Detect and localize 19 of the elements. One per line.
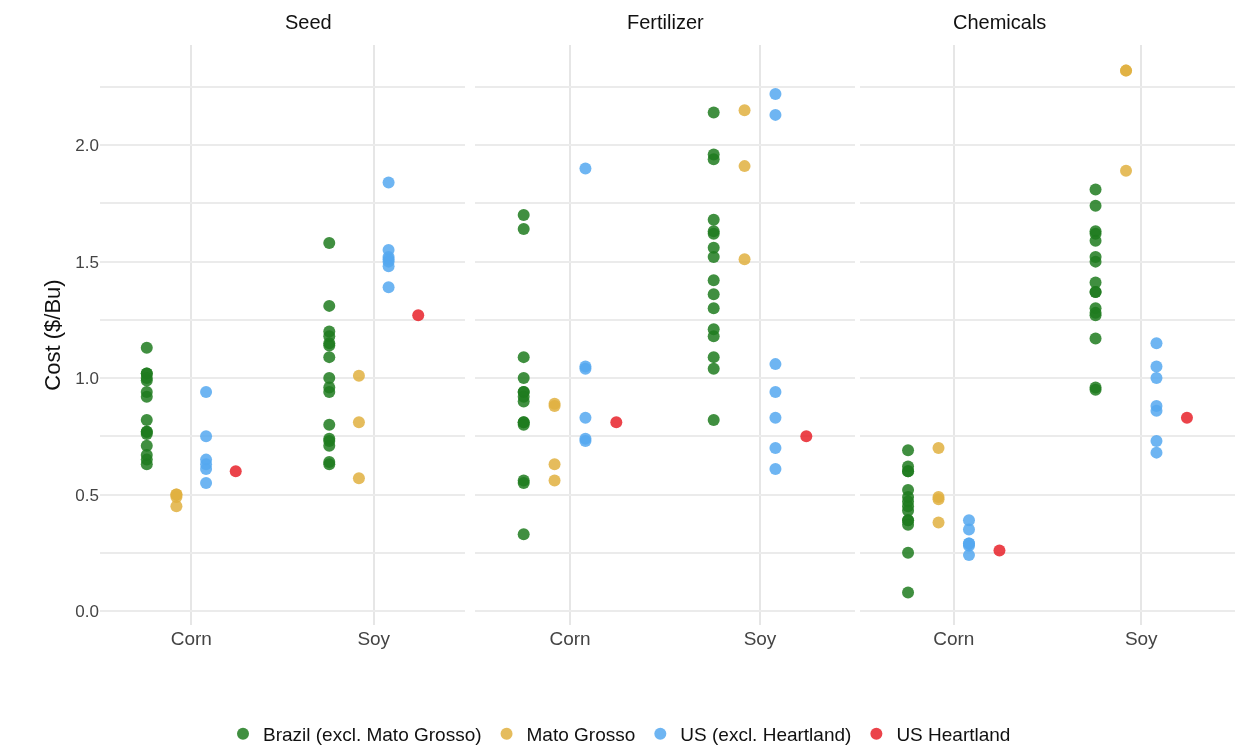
legend-label: US Heartland	[896, 724, 1011, 746]
x-tick-label: Soy	[357, 628, 391, 649]
legend-label: Mato Grosso	[526, 724, 636, 746]
y-tick-label: 2.0	[75, 136, 99, 156]
y-tick-label: 1.5	[75, 252, 99, 272]
chart-title: Fertilizer	[627, 11, 705, 33]
x-tick-label: Soy	[743, 628, 777, 649]
y-tick-label: 0.0	[75, 601, 99, 621]
x-tick-label: Corn	[933, 628, 975, 649]
legend-label: US (excl. Heartland)	[680, 724, 852, 746]
x-tick-label: Corn	[170, 628, 212, 649]
legend-label: Brazil (excl. Mato Grosso)	[263, 724, 482, 746]
chart-title: Chemicals	[953, 11, 1047, 33]
x-tick-label: Soy	[1124, 628, 1159, 649]
chart-title: Seed	[285, 11, 332, 33]
y-tick-label: 1.0	[75, 369, 99, 389]
x-tick-label: Corn	[549, 628, 591, 649]
y-axis-title: Cost ($/Bu)	[40, 279, 66, 391]
y-tick-label: 0.5	[75, 485, 99, 505]
